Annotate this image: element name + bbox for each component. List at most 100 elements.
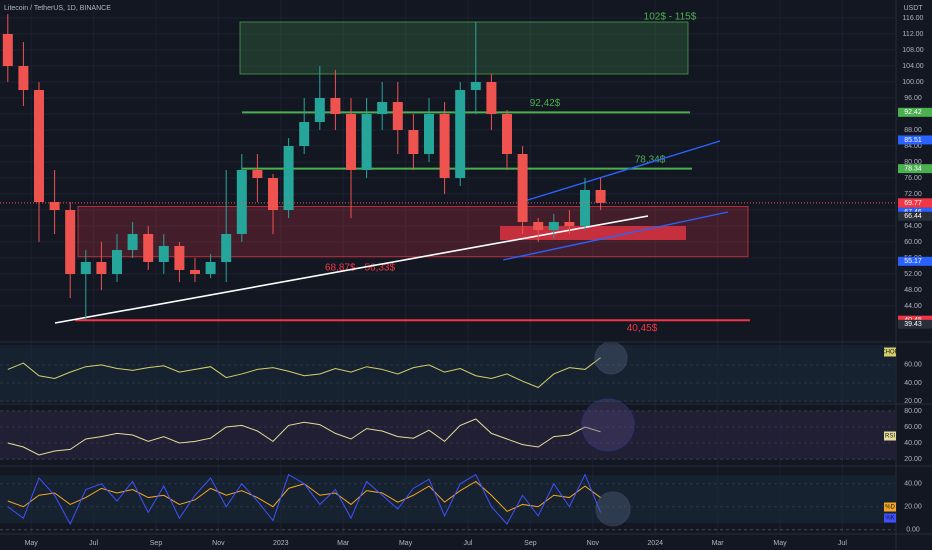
- indicator-name: %K: [885, 516, 894, 522]
- price-zone: [239, 21, 689, 75]
- price-badge: [898, 107, 932, 117]
- y-tick-label: 100.00: [902, 79, 924, 86]
- candle-body: [18, 66, 29, 90]
- y-tick-label: 44.00: [904, 303, 922, 310]
- candle-body: [439, 114, 450, 178]
- x-tick-label: Mar: [712, 540, 725, 547]
- price-badge-label: 78.34: [904, 165, 922, 172]
- highlight-circle: [581, 398, 635, 452]
- indicator-name: CHOP: [881, 350, 898, 356]
- price-badge-label: 55.17: [904, 258, 922, 265]
- candle-body: [268, 178, 278, 210]
- candle-body: [299, 122, 310, 146]
- candle-body: [580, 190, 590, 226]
- indicator-badge: [884, 347, 896, 357]
- y-tick-label: 88.00: [904, 127, 922, 134]
- candle-body: [361, 114, 372, 170]
- candle-body: [486, 82, 497, 114]
- indicator-tick-label: 60.00: [904, 362, 922, 369]
- x-tick-label: Sep: [524, 540, 537, 547]
- candle-body: [314, 98, 325, 122]
- price-badge: [898, 164, 932, 174]
- x-tick-label: Jul: [89, 540, 98, 547]
- candle-body: [455, 90, 466, 178]
- candle-body: [2, 34, 13, 66]
- candle-body: [34, 90, 44, 202]
- indicator-tick-label: 80.00: [904, 408, 922, 415]
- x-tick-label: Mar: [337, 540, 350, 547]
- x-tick-label: May: [773, 540, 787, 547]
- x-tick-label: Jul: [464, 540, 473, 547]
- candle-body: [205, 262, 216, 274]
- level-label: 40,45$: [627, 323, 658, 334]
- chop-band: [0, 345, 895, 402]
- trend-line: [54, 215, 649, 324]
- price-badge: [898, 198, 932, 208]
- candle-body: [595, 190, 606, 203]
- channel-bottom: [502, 211, 729, 261]
- y-tick-label: 96.00: [904, 95, 922, 102]
- x-tick-label: Sep: [150, 540, 163, 547]
- indicator-tick-label: 40.00: [904, 481, 922, 488]
- y-tick-label: 52.00: [904, 271, 922, 278]
- candle-body: [533, 222, 544, 230]
- price-badge: [898, 211, 932, 221]
- candle-body: [346, 114, 356, 170]
- candle-body: [408, 130, 419, 154]
- price-badge-label: 85.51: [904, 137, 922, 144]
- y-tick-label: 80.00: [904, 159, 922, 166]
- indicator-tick-label: 20.00: [904, 456, 922, 463]
- candle-body: [236, 170, 247, 234]
- y-tick-label: 116.00: [903, 15, 924, 22]
- candle-body: [158, 246, 169, 262]
- indicator-badge: [884, 513, 896, 523]
- candle-body: [330, 98, 341, 114]
- plot: [0, 14, 895, 526]
- level-label: 78,34$: [635, 154, 666, 165]
- price-badge: [898, 319, 932, 329]
- highlight-circle: [595, 491, 631, 527]
- candle-body: [112, 250, 122, 274]
- candle-body: [65, 210, 76, 274]
- y-tick-label: 84.00: [904, 143, 922, 150]
- candle-body: [424, 114, 434, 154]
- indicator-tick-label: 20.00: [904, 398, 922, 405]
- indicator-badge: [884, 431, 896, 441]
- y-tick-label: 48.00: [904, 287, 922, 294]
- price-badge: [898, 135, 932, 145]
- y-tick-label: 60.00: [904, 239, 922, 246]
- indicator-line: [7, 418, 601, 456]
- support-box: [500, 226, 686, 240]
- currency: USDT: [903, 5, 923, 12]
- level-label: 92,42$: [530, 98, 561, 109]
- indicator-name: RSI: [885, 434, 895, 440]
- candle-body: [377, 102, 388, 114]
- y-tick-label: 108.00: [902, 47, 924, 54]
- candle-body: [517, 154, 528, 222]
- candle-body: [502, 114, 512, 154]
- zone-label: 102$ - 115$: [644, 12, 697, 23]
- x-tick-label: May: [399, 540, 413, 547]
- candle-body: [190, 270, 200, 274]
- candle-body: [143, 234, 154, 262]
- indicator-tick-label: 40.00: [904, 440, 922, 447]
- candle-body: [127, 234, 138, 250]
- y-tick-label: 112.00: [903, 31, 924, 38]
- x-tick-label: May: [25, 540, 39, 547]
- price-badge-label: 69.77: [904, 200, 922, 207]
- candle-body: [470, 82, 481, 90]
- candle-body: [221, 234, 232, 262]
- candle-body: [80, 262, 91, 274]
- candle-body: [252, 170, 263, 178]
- price-axis: May Jul Sep Nov 2023 Mar May Jul Sep Nov 2024 Mar Ma…: [25, 15, 932, 547]
- y-tick-label: 76.00: [904, 175, 922, 182]
- price-badge-label: 39.43: [904, 321, 922, 328]
- y-tick-label: 104.00: [902, 63, 924, 70]
- indicator-name: %D: [885, 505, 895, 511]
- x-tick-label: 2024: [647, 540, 663, 547]
- indicator-tick-label: 0.00: [906, 527, 920, 534]
- indicator-tick-label: 20.00: [904, 504, 922, 511]
- x-tick-label: Jul: [838, 540, 847, 547]
- indicator-line: [7, 357, 601, 389]
